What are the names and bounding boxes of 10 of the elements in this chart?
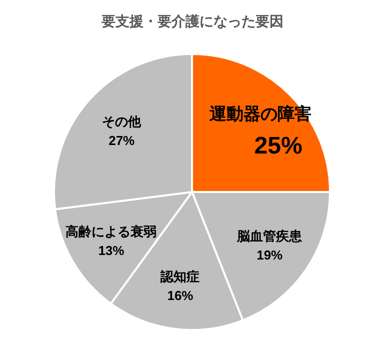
data-label: 13% [98, 242, 125, 258]
data-label: 25% [254, 132, 302, 160]
slice-label: 認知症 [160, 269, 200, 284]
data-label: 27% [108, 132, 136, 148]
slice-label: 脳血管疾患 [236, 228, 304, 244]
chart-title: 要支援・要介護になった要因 [100, 13, 284, 29]
data-label: 19% [256, 248, 284, 263]
slice-label: その他 [102, 114, 142, 129]
data-label: 16% [167, 288, 194, 304]
slice-label: 高齢による衰弱 [66, 224, 157, 239]
